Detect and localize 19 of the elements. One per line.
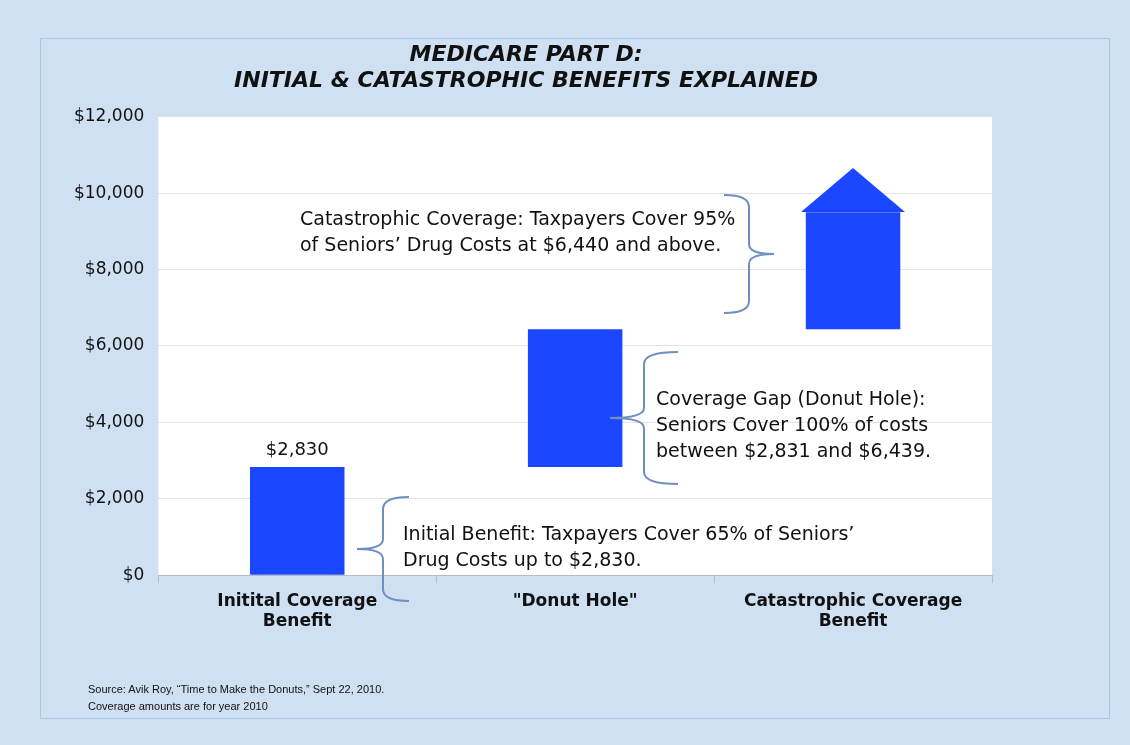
y-tick-label: $10,000 <box>73 181 145 202</box>
y-tick-label: $6,000 <box>84 334 145 355</box>
data-label: $2,830 <box>265 437 329 459</box>
y-tick-label: $4,000 <box>84 410 145 431</box>
y-tick-label: $8,000 <box>84 258 145 279</box>
y-tick-label: $12,000 <box>73 105 145 126</box>
annotation: Coverage Gap (Donut Hole): Seniors Cover 100% of costs between $2,831 and $6,439. <box>656 386 933 463</box>
y-tick-label: $2,000 <box>84 487 145 508</box>
annotation: Catastrophic Coverage: Taxpayers Cover 95% of Seniors’ Drug Costs at $6,440 and above. <box>300 206 737 257</box>
y-tick-label: $0 <box>122 563 145 584</box>
x-tick-label: Catastrophic Coverage Benefit <box>743 589 963 631</box>
source-note: Source: Avik Roy, “Time to Make the Donuts,” Sept 22, 2010. <box>88 683 385 695</box>
x-tick-label: "Donut Hole" <box>512 589 638 610</box>
annotation: Initial Benefit: Taxpayers Cover 65% of Seniors’ Drug Costs up to $2,830. <box>403 521 856 572</box>
bar <box>527 329 623 468</box>
x-tick-label: Initital Coverage Benefit <box>217 589 378 631</box>
bar <box>250 467 345 575</box>
text: Coverage amounts are for year 2010 <box>88 700 268 712</box>
chart-title: MEDICARE PART D: INITIAL & CATASTROPHIC BENEFITS EXPLAINED <box>234 40 818 93</box>
